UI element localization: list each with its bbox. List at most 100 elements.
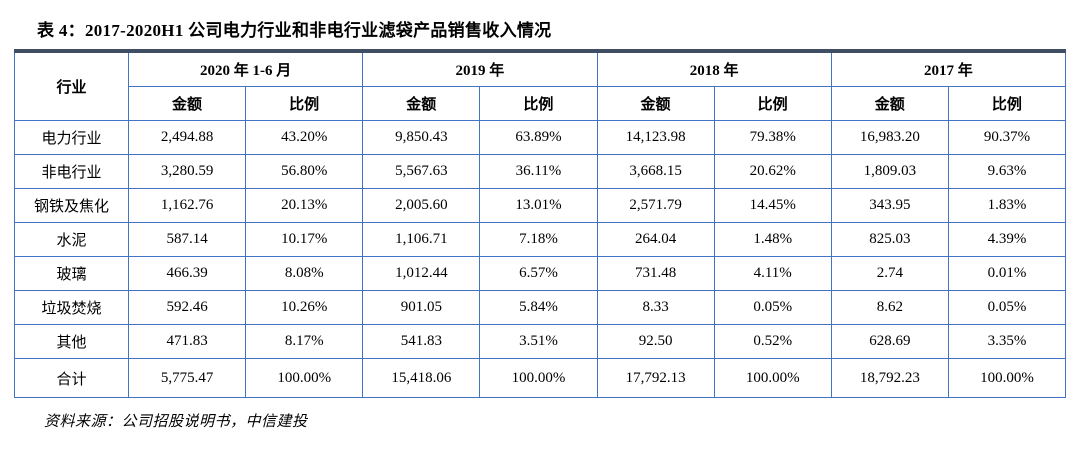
ratio-cell: 43.20% <box>245 120 364 155</box>
ratio-cell: 36.11% <box>479 154 598 189</box>
amount-cell: 587.14 <box>127 222 247 257</box>
amount-header: 金额 <box>830 86 949 121</box>
ratio-cell: 14.45% <box>713 188 832 223</box>
ratio-cell: 100.00% <box>479 358 598 398</box>
amount-header: 金额 <box>362 86 481 121</box>
ratio-header: 比例 <box>947 86 1067 121</box>
industry-cell: 玻璃 <box>14 256 129 291</box>
ratio-cell: 1.83% <box>947 188 1067 223</box>
ratio-cell: 0.05% <box>947 290 1067 325</box>
table-row: 电力行业 2,494.88 43.20% 9,850.43 63.89% 14,123.9… <box>14 120 1067 155</box>
table-title: 表 4：2017-2020H1 公司电力行业和非电行业滤袋产品销售收入情况 <box>37 21 552 40</box>
ratio-cell: 56.80% <box>245 154 364 189</box>
sub-header-row: 金额 比例 金额 比例 金额 比例 金额 比例 <box>15 86 1067 121</box>
amount-cell: 541.83 <box>362 324 481 359</box>
amount-cell: 1,162.76 <box>127 188 247 223</box>
ratio-cell: 79.38% <box>713 120 832 155</box>
amount-cell: 2,005.60 <box>362 188 481 223</box>
ratio-cell: 7.18% <box>479 222 598 257</box>
amount-cell: 15,418.06 <box>362 358 481 398</box>
ratio-cell: 0.52% <box>713 324 832 359</box>
ratio-cell: 100.00% <box>245 358 364 398</box>
ratio-cell: 90.37% <box>947 120 1067 155</box>
ratio-cell: 9.63% <box>947 154 1067 189</box>
amount-cell: 466.39 <box>127 256 247 291</box>
table-row: 钢铁及焦化 1,162.76 20.13% 2,005.60 13.01% 2,571.7… <box>14 188 1067 223</box>
amount-cell: 3,280.59 <box>127 154 247 189</box>
ratio-cell: 0.01% <box>947 256 1067 291</box>
table-row: 垃圾焚烧 592.46 10.26% 901.05 5.84% 8.33 0.05% 8.62… <box>14 290 1067 325</box>
period-header-row: 行业 2020 年 1-6 月 2019 年 2018 年 2017 年 <box>14 50 1067 121</box>
ratio-cell: 3.51% <box>479 324 598 359</box>
ratio-cell: 4.39% <box>947 222 1067 257</box>
industry-cell: 钢铁及焦化 <box>14 188 129 223</box>
amount-cell: 1,809.03 <box>830 154 949 189</box>
table-row: 合计 5,775.47 100.00% 15,418.06 100.00% 17,792.… <box>14 358 1067 398</box>
amount-cell: 16,983.20 <box>830 120 949 155</box>
industry-cell: 其他 <box>14 324 129 359</box>
industry-cell: 水泥 <box>14 222 129 257</box>
ratio-header: 比例 <box>479 86 598 121</box>
report-page: 表 4：2017-2020H1 公司电力行业和非电行业滤袋产品销售收入情况 行业… <box>0 21 1080 431</box>
ratio-cell: 4.11% <box>713 256 832 291</box>
amount-cell: 14,123.98 <box>596 120 715 155</box>
amount-cell: 5,567.63 <box>362 154 481 189</box>
amount-header: 金额 <box>596 86 715 121</box>
period-header-2018: 2018 年 <box>596 50 832 87</box>
industry-cell: 电力行业 <box>14 120 129 155</box>
amount-cell: 264.04 <box>596 222 715 257</box>
table-row: 其他 471.83 8.17% 541.83 3.51% 92.50 0.52% 628.69… <box>14 324 1067 359</box>
ratio-cell: 1.48% <box>713 222 832 257</box>
ratio-cell: 63.89% <box>479 120 598 155</box>
ratio-cell: 100.00% <box>947 358 1067 398</box>
ratio-cell: 100.00% <box>713 358 832 398</box>
ratio-cell: 6.57% <box>479 256 598 291</box>
amount-cell: 628.69 <box>830 324 949 359</box>
industry-cell: 非电行业 <box>14 154 129 189</box>
ratio-cell: 13.01% <box>479 188 598 223</box>
amount-cell: 901.05 <box>362 290 481 325</box>
amount-cell: 9,850.43 <box>362 120 481 155</box>
amount-cell: 1,106.71 <box>362 222 481 257</box>
ratio-cell: 20.13% <box>245 188 364 223</box>
table-row: 水泥 587.14 10.17% 1,106.71 7.18% 264.04 1.48% 82… <box>14 222 1067 257</box>
period-header-2019: 2019 年 <box>362 50 598 87</box>
ratio-cell: 10.17% <box>245 222 364 257</box>
ratio-cell: 8.17% <box>245 324 364 359</box>
source-note: 资料来源：公司招股说明书，中信建投 <box>44 414 308 430</box>
amount-cell: 592.46 <box>127 290 247 325</box>
industry-cell: 合计 <box>14 358 129 398</box>
ratio-cell: 3.35% <box>947 324 1067 359</box>
amount-cell: 18,792.23 <box>830 358 949 398</box>
amount-cell: 2,494.88 <box>127 120 247 155</box>
amount-cell: 5,775.47 <box>127 358 247 398</box>
table-row: 非电行业 3,280.59 56.80% 5,567.63 36.11% 3,668.15… <box>14 154 1067 189</box>
ratio-cell: 10.26% <box>245 290 364 325</box>
amount-cell: 92.50 <box>596 324 715 359</box>
table-row: 玻璃 466.39 8.08% 1,012.44 6.57% 731.48 4.11% 2.7… <box>14 256 1067 291</box>
amount-cell: 825.03 <box>830 222 949 257</box>
table-body: 电力行业 2,494.88 43.20% 9,850.43 63.89% 14,123.9… <box>14 120 1067 398</box>
amount-cell: 2,571.79 <box>596 188 715 223</box>
amount-cell: 2.74 <box>830 256 949 291</box>
ratio-cell: 0.05% <box>713 290 832 325</box>
amount-cell: 3,668.15 <box>596 154 715 189</box>
period-header-2017: 2017 年 <box>830 50 1067 87</box>
amount-cell: 471.83 <box>127 324 247 359</box>
amount-cell: 17,792.13 <box>596 358 715 398</box>
ratio-cell: 8.08% <box>245 256 364 291</box>
amount-header: 金额 <box>127 86 247 121</box>
ratio-cell: 20.62% <box>713 154 832 189</box>
revenue-table: 行业 2020 年 1-6 月 2019 年 2018 年 2017 年 金额 … <box>14 49 1067 398</box>
industry-cell: 垃圾焚烧 <box>14 290 129 325</box>
ratio-header: 比例 <box>713 86 832 121</box>
amount-cell: 1,012.44 <box>362 256 481 291</box>
amount-cell: 731.48 <box>596 256 715 291</box>
amount-cell: 8.33 <box>596 290 715 325</box>
industry-header: 行业 <box>14 50 129 121</box>
amount-cell: 8.62 <box>830 290 949 325</box>
table-header: 行业 2020 年 1-6 月 2019 年 2018 年 2017 年 金额 … <box>14 50 1067 121</box>
amount-cell: 343.95 <box>830 188 949 223</box>
ratio-header: 比例 <box>245 86 364 121</box>
period-header-2020h1: 2020 年 1-6 月 <box>127 50 364 87</box>
